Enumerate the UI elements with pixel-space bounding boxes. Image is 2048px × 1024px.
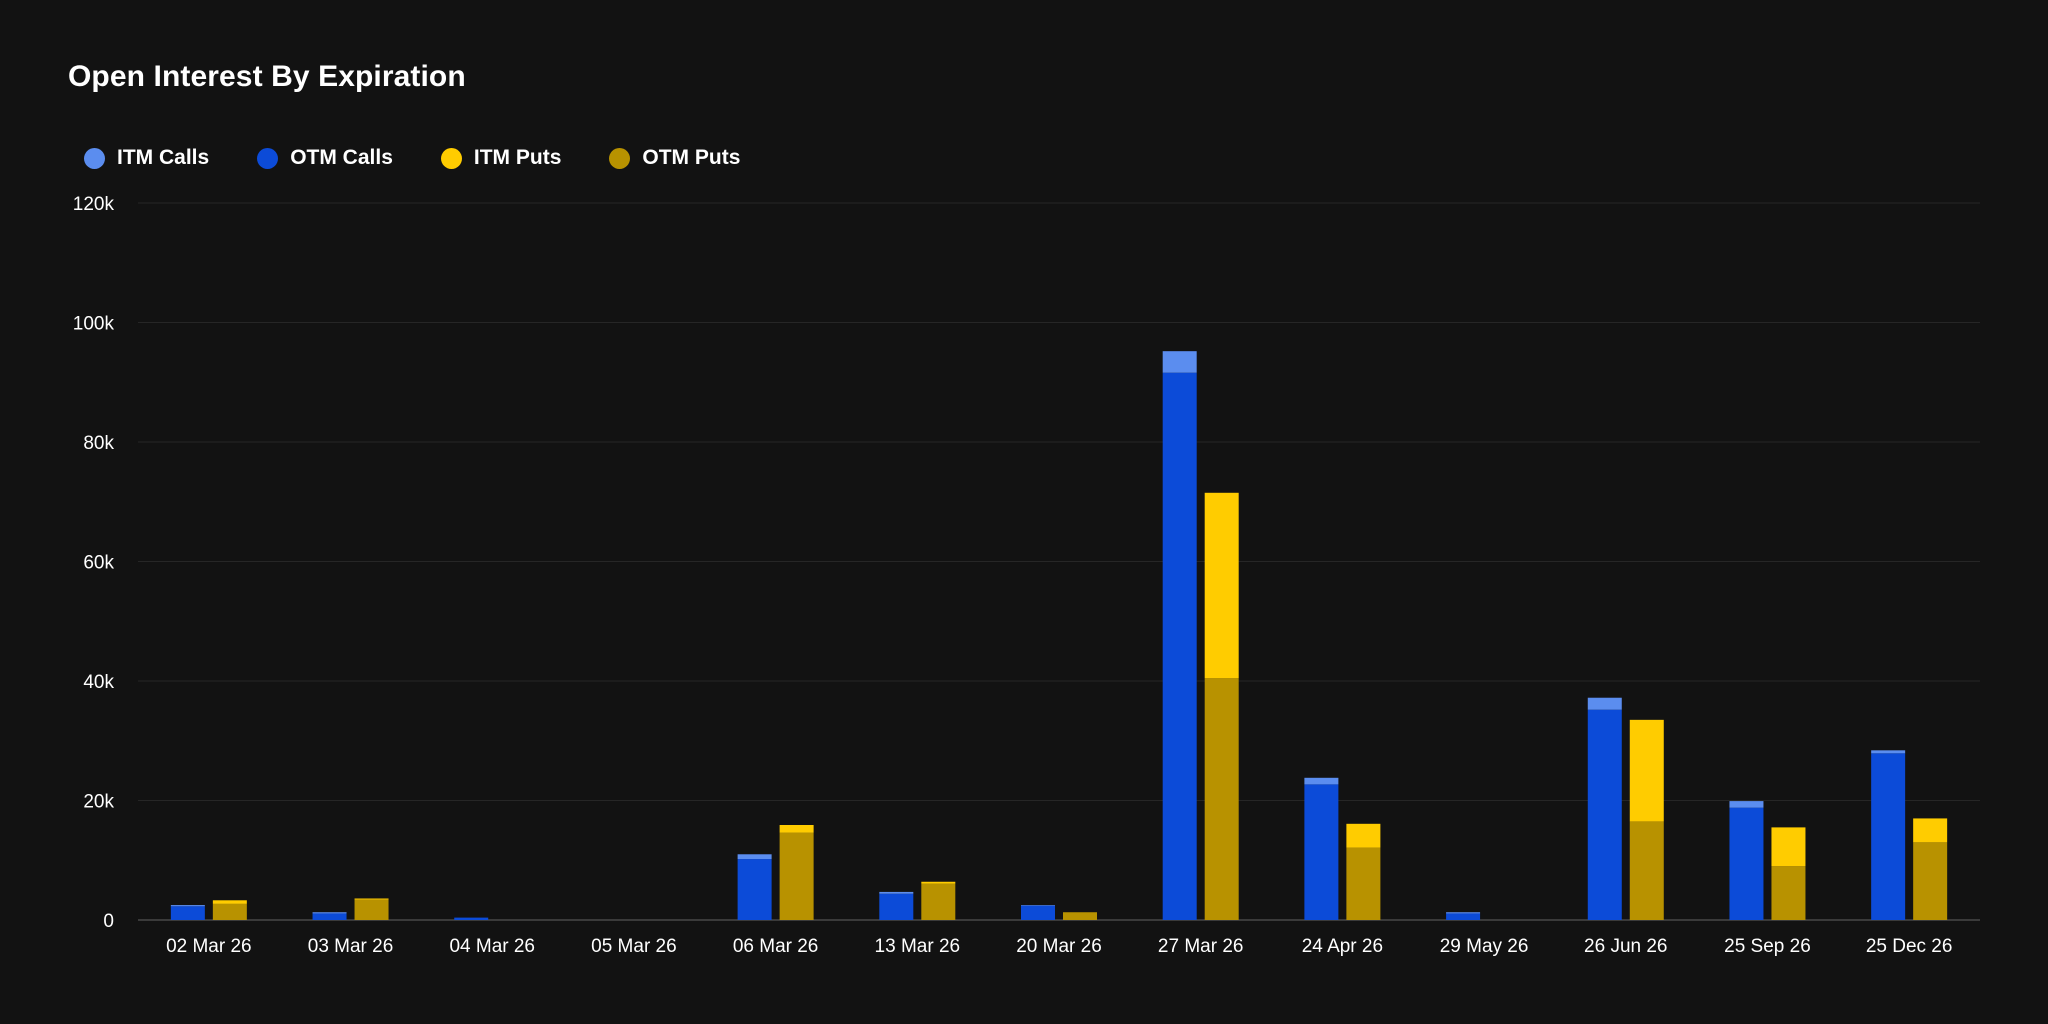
- x-tick-label: 04 Mar 26: [449, 936, 535, 957]
- x-tick-label: 25 Sep 26: [1724, 936, 1811, 957]
- bar-itm-calls: [1729, 801, 1764, 808]
- bar-itm-puts: [1771, 827, 1806, 867]
- bar-itm-puts: [354, 898, 389, 900]
- bar-itm-calls: [1871, 750, 1906, 754]
- y-tick-label: 0: [103, 911, 114, 932]
- bar-otm-calls: [1304, 784, 1339, 920]
- y-tick-label: 40k: [83, 672, 114, 693]
- bar-itm-puts: [1913, 818, 1948, 843]
- bar-itm-calls: [1446, 912, 1481, 914]
- bar-itm-puts: [1629, 719, 1664, 822]
- bar-otm-puts: [1204, 678, 1239, 920]
- chart-legend: ITM Calls OTM Calls ITM Puts OTM Puts: [84, 146, 788, 170]
- legend-label-itm-puts: ITM Puts: [473, 146, 562, 169]
- x-tick-label: 03 Mar 26: [308, 936, 394, 957]
- bar-itm-calls: [312, 912, 347, 914]
- x-tick-label: 06 Mar 26: [733, 936, 819, 957]
- bar-otm-puts: [1771, 866, 1806, 920]
- legend-item-itm-puts[interactable]: ITM Puts: [440, 146, 562, 170]
- x-tick-label: 20 Mar 26: [1016, 936, 1102, 957]
- bar-itm-calls: [879, 891, 914, 894]
- y-tick-label: 100k: [73, 314, 115, 335]
- bar-itm-calls: [1304, 777, 1339, 785]
- legend-swatch-otm-puts: [609, 147, 631, 169]
- y-tick-label: 80k: [83, 433, 114, 454]
- bar-itm-puts: [1204, 492, 1239, 679]
- legend-swatch-otm-calls: [257, 147, 279, 169]
- bar-otm-calls: [879, 893, 914, 920]
- bar-otm-calls: [737, 859, 772, 920]
- bar-itm-puts: [1346, 823, 1381, 848]
- x-tick-label: 05 Mar 26: [591, 936, 677, 957]
- legend-item-otm-calls[interactable]: OTM Calls: [257, 146, 393, 170]
- bar-itm-calls: [170, 905, 205, 907]
- bar-otm-calls: [1021, 905, 1055, 920]
- chart-title: Open Interest By Expiration: [68, 60, 466, 93]
- bar-itm-puts: [779, 824, 814, 833]
- y-tick-label: 60k: [83, 553, 114, 574]
- bar-otm-puts: [1913, 842, 1948, 920]
- bar-otm-puts: [1346, 847, 1381, 920]
- bar-otm-calls: [1446, 913, 1481, 920]
- bar-itm-calls: [737, 854, 772, 860]
- legend-label-otm-puts: OTM Puts: [642, 146, 741, 169]
- bar-itm-puts: [921, 881, 956, 884]
- y-tick-label: 20k: [83, 792, 114, 813]
- bar-itm-calls: [1162, 351, 1197, 373]
- bar-otm-calls: [454, 917, 489, 920]
- bar-otm-puts: [354, 899, 389, 920]
- bar-itm-calls: [1021, 905, 1055, 906]
- bar-otm-puts: [212, 903, 247, 920]
- bar-otm-calls: [1729, 807, 1764, 920]
- legend-label-otm-calls: OTM Calls: [290, 146, 393, 169]
- legend-swatch-itm-calls: [84, 147, 105, 169]
- bar-otm-calls: [1871, 753, 1906, 920]
- bar-itm-puts: [212, 900, 247, 904]
- legend-item-otm-puts[interactable]: OTM Puts: [609, 146, 740, 170]
- x-tick-label: 25 Dec 26: [1866, 936, 1953, 957]
- x-tick-label: 26 Jun 26: [1584, 936, 1667, 957]
- x-tick-label: 13 Mar 26: [875, 936, 961, 957]
- bar-otm-puts: [921, 883, 956, 920]
- legend-item-itm-calls[interactable]: ITM Calls: [84, 146, 209, 170]
- y-tick-label: 120k: [73, 194, 115, 215]
- bar-otm-puts: [779, 832, 814, 920]
- bar-otm-calls: [312, 913, 347, 920]
- bar-otm-calls: [170, 906, 205, 920]
- x-tick-label: 02 Mar 26: [166, 936, 252, 957]
- bar-otm-calls: [1587, 709, 1622, 920]
- x-tick-label: 29 May 26: [1440, 936, 1529, 957]
- bar-otm-puts: [1063, 912, 1097, 920]
- bar-otm-calls: [1162, 372, 1197, 920]
- bar-itm-calls: [1587, 697, 1622, 710]
- x-tick-label: 27 Mar 26: [1158, 936, 1244, 957]
- x-tick-label: 24 Apr 26: [1302, 936, 1383, 957]
- bar-otm-puts: [1629, 821, 1664, 920]
- legend-swatch-itm-puts: [440, 147, 462, 169]
- legend-label-itm-calls: ITM Calls: [117, 146, 210, 169]
